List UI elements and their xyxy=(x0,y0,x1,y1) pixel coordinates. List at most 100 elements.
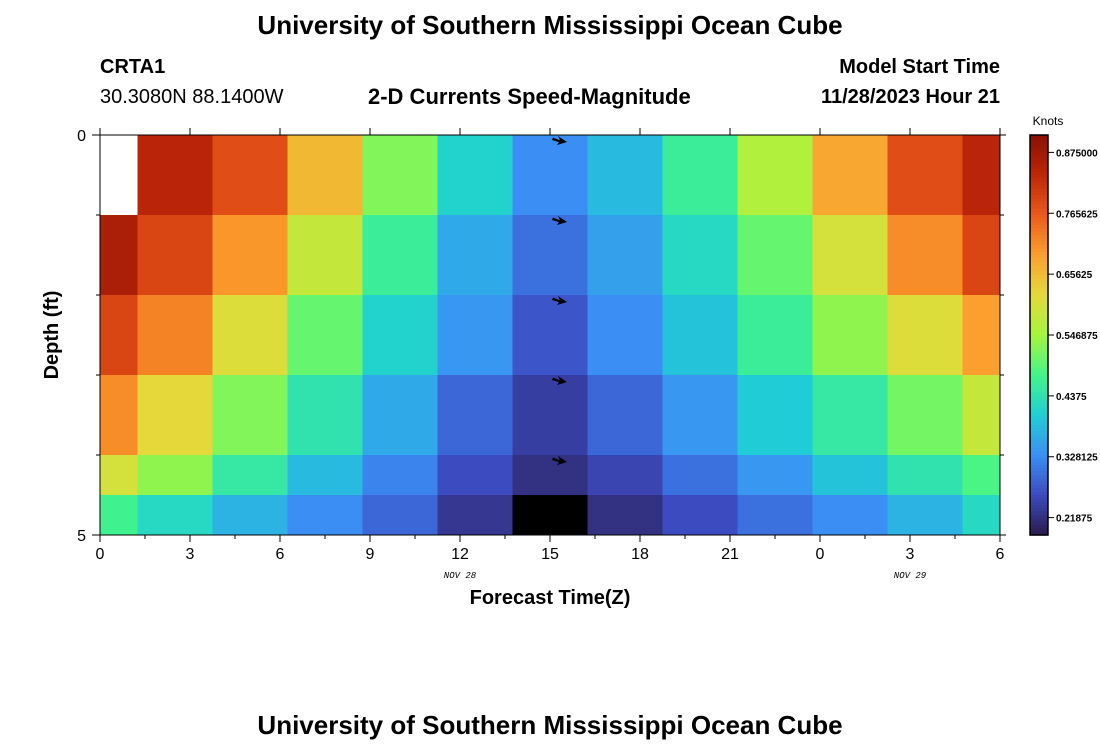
colorbar-segment xyxy=(1030,165,1048,169)
colorbar-segment xyxy=(1030,358,1048,363)
colorbar-tick-label: 0.21875 xyxy=(1056,514,1093,525)
heatmap-cell xyxy=(812,295,888,376)
colorbar-segment xyxy=(1030,501,1048,506)
y-tick-label: 0 xyxy=(77,128,86,145)
heatmap-cell xyxy=(362,455,438,496)
colorbar-segment xyxy=(1030,301,1048,306)
colorbar-segment xyxy=(1030,351,1048,356)
chart-subtitle: 2-D Currents Speed-Magnitude xyxy=(368,84,691,109)
heatmap-cell xyxy=(737,295,813,376)
heatmap-cell xyxy=(737,495,813,536)
x-tick-label: 0 xyxy=(816,546,825,563)
heatmap-cell xyxy=(887,495,963,536)
colorbar-tick-label: 0.65625 xyxy=(1056,270,1093,281)
colorbar-segment xyxy=(1030,231,1048,236)
heatmap-cell xyxy=(137,135,213,216)
heatmap-cell xyxy=(887,135,963,216)
colorbar-segment xyxy=(1030,381,1048,386)
colorbar-tick-label: 0.328125 xyxy=(1056,453,1098,464)
footer-title: University of Southern Mississippi Ocean… xyxy=(257,710,843,740)
colorbar-tick-label: 0.875000 xyxy=(1056,148,1098,159)
colorbar-segment xyxy=(1030,525,1048,529)
colorbar-segment xyxy=(1030,161,1048,166)
colorbar-segment xyxy=(1030,191,1048,196)
heatmap-cell xyxy=(212,215,288,296)
heatmap-cell xyxy=(512,215,588,296)
colorbar-segment xyxy=(1030,278,1048,283)
colorbar-segment xyxy=(1030,305,1048,309)
heatmap-cell xyxy=(362,295,438,376)
colorbar-segment xyxy=(1030,498,1048,503)
colorbar-segment xyxy=(1030,348,1048,353)
colorbar-segment xyxy=(1030,141,1048,146)
colorbar-segment xyxy=(1030,418,1048,423)
heatmap-cell xyxy=(287,215,363,296)
colorbar-segment xyxy=(1030,481,1048,486)
colorbar-segment xyxy=(1030,315,1048,319)
heatmap-cell xyxy=(737,375,813,456)
colorbar-segment xyxy=(1030,391,1048,396)
colorbar-segment xyxy=(1030,451,1048,456)
heatmap-cell xyxy=(962,455,1001,496)
page-title: University of Southern Mississippi Ocean… xyxy=(257,10,843,40)
colorbar-segment xyxy=(1030,435,1048,439)
heatmap-cell xyxy=(812,375,888,456)
colorbar-segment xyxy=(1030,311,1048,316)
colorbar-segment xyxy=(1030,275,1048,279)
model-start-label: Model Start Time xyxy=(839,56,1000,78)
colorbar-segment xyxy=(1030,401,1048,406)
heatmap-cell xyxy=(587,495,663,536)
colorbar-segment xyxy=(1030,328,1048,333)
model-start-value: 11/28/2023 Hour 21 xyxy=(820,86,1000,108)
heatmap-cell xyxy=(587,135,663,216)
colorbar-segment xyxy=(1030,378,1048,383)
colorbar-segment xyxy=(1030,511,1048,516)
colorbar-segment xyxy=(1030,445,1048,449)
colorbar-segment xyxy=(1030,155,1048,159)
colorbar-segment xyxy=(1030,268,1048,273)
heatmap-cell xyxy=(587,295,663,376)
colorbar-segment xyxy=(1030,428,1048,433)
heatmap-cell xyxy=(512,295,588,376)
station-id: CRTA1 xyxy=(100,56,166,78)
x-tick-label: 3 xyxy=(186,546,195,563)
heatmap-cell xyxy=(100,135,138,216)
heatmap-cell xyxy=(887,455,963,496)
heatmap-cell xyxy=(512,375,588,456)
colorbar-segment xyxy=(1030,405,1048,409)
colorbar-segment xyxy=(1030,371,1048,376)
colorbar-segment xyxy=(1030,385,1048,389)
heatmap-cell xyxy=(100,375,138,456)
heatmap-cell xyxy=(812,455,888,496)
colorbar-segment xyxy=(1030,195,1048,199)
colorbar-segment xyxy=(1030,425,1048,429)
colorbar-segment xyxy=(1030,158,1048,163)
colorbar-segment xyxy=(1030,488,1048,493)
x-tick-label: 12 xyxy=(451,546,469,563)
heatmap-cell xyxy=(737,135,813,216)
heatmap-cell xyxy=(662,495,738,536)
colorbar-segment xyxy=(1030,241,1048,246)
colorbar-segment xyxy=(1030,168,1048,173)
colorbar-segment xyxy=(1030,205,1048,209)
heatmap-cell xyxy=(812,135,888,216)
y-tick-label: 5 xyxy=(77,528,86,545)
colorbar-segment xyxy=(1030,398,1048,403)
colorbar-segment xyxy=(1030,421,1048,426)
colorbar-segment xyxy=(1030,291,1048,296)
x-axis-label: Forecast Time(Z) xyxy=(470,587,631,609)
colorbar-segment xyxy=(1030,495,1048,499)
current-arrow xyxy=(552,136,567,145)
current-arrow xyxy=(552,216,567,225)
x-tick-label: 9 xyxy=(366,546,375,563)
colorbar-segment xyxy=(1030,198,1048,203)
heatmap-cell xyxy=(137,295,213,376)
colorbar-segment xyxy=(1030,201,1048,206)
heatmap-cell xyxy=(287,135,363,216)
colorbar-segment xyxy=(1030,458,1048,463)
colorbar-segment xyxy=(1030,521,1048,526)
heatmap-cell xyxy=(512,455,588,496)
heatmap-cell xyxy=(437,375,513,456)
colorbar-segment xyxy=(1030,455,1048,459)
